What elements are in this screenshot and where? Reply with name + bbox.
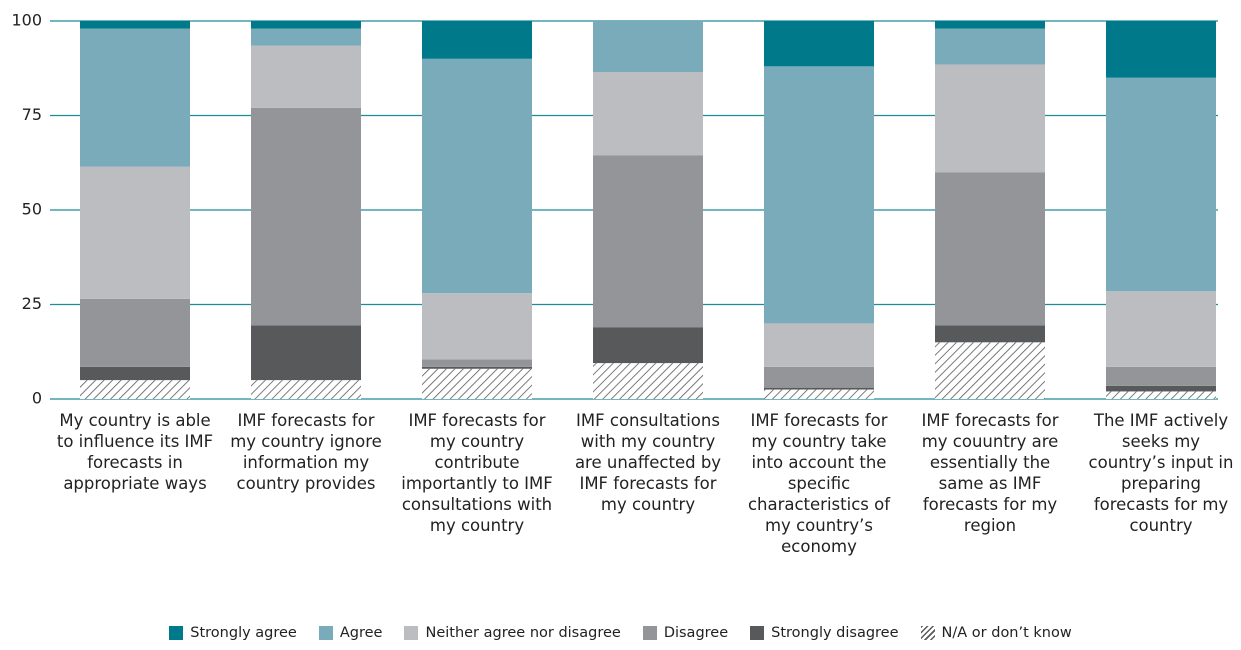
legend-swatch [404, 626, 419, 640]
x-tick-label: IMF forecasts for my country ignore info… [230, 411, 382, 493]
bar-segment [422, 368, 532, 399]
bar-segment [593, 72, 703, 156]
bar-segment [422, 58, 532, 294]
legend-label: Agree [339, 625, 383, 641]
bar-segment [764, 66, 874, 324]
bar-segment [80, 166, 190, 299]
legend-swatch [920, 626, 935, 640]
bar-segment [251, 28, 361, 46]
bar-segment [422, 21, 532, 59]
bar-segment [935, 172, 1045, 326]
bar-segment [1106, 77, 1216, 292]
y-tick-label: 100 [11, 11, 42, 30]
legend-label: Neither agree nor disagree [425, 625, 621, 641]
bar-segment [1106, 391, 1216, 399]
bar-segment [764, 323, 874, 367]
bar-segment [251, 107, 361, 326]
x-tick-label: IMF consultations with my country are un… [574, 411, 722, 514]
bar-segment [251, 380, 361, 399]
bar-segment [764, 387, 874, 390]
bar-segment [764, 366, 874, 388]
legend-swatch [169, 626, 184, 640]
legend-item: Strongly disagree [750, 625, 899, 641]
legend-label: Disagree [663, 625, 729, 641]
legend-label: N/A or don’t know [941, 625, 1072, 641]
legend-item: Disagree [642, 625, 729, 641]
x-tick-label: IMF forecasts for my couuntry are essent… [921, 411, 1059, 535]
bar-segment [935, 64, 1045, 173]
bar-segment [1106, 366, 1216, 386]
x-tick-label: The IMF actively seeks my country’s inpu… [1088, 411, 1234, 535]
bar-segment [593, 155, 703, 328]
bar-segment [422, 293, 532, 360]
bar-segment [935, 342, 1045, 399]
bar-segment [422, 359, 532, 367]
legend-item: N/A or don’t know [920, 625, 1072, 641]
plot: 0 25 50 75 100 [11, 11, 1218, 408]
legend-item: Neither agree nor disagree [404, 625, 621, 641]
y-tick-label: 0 [32, 389, 42, 408]
y-tick-label: 50 [22, 200, 42, 219]
bar-segment [422, 366, 532, 369]
legend-swatch [642, 626, 657, 640]
legend-item: Agree [318, 625, 383, 641]
x-tick-label: My country is able to influence its IMF … [56, 411, 214, 493]
bar-segment [1106, 21, 1216, 78]
legend-swatch [318, 626, 333, 640]
legend-swatch [750, 626, 765, 640]
bar-segment [764, 389, 874, 399]
bar-segment [593, 327, 703, 364]
bar-segment [251, 21, 361, 29]
bar-segment [935, 325, 1045, 343]
bar-segment [593, 21, 703, 73]
bar-segment [80, 21, 190, 29]
bar-segment [935, 28, 1045, 65]
legend: Strongly agree Agree Neither agree nor dis… [0, 625, 1241, 641]
bar-segment [1106, 385, 1216, 392]
bar-segment [251, 45, 361, 108]
y-tick-label: 75 [22, 105, 42, 124]
bar-segment [1106, 291, 1216, 367]
bar-segment [80, 380, 190, 399]
bar-segment [80, 366, 190, 381]
bar-segment [935, 21, 1045, 29]
bar-segment [764, 21, 874, 67]
legend-label: Strongly disagree [771, 625, 899, 641]
legend-label: Strongly agree [190, 625, 297, 641]
legend-item: Strongly agree [169, 625, 297, 641]
bar-segment [593, 363, 703, 399]
y-tick-label: 25 [22, 294, 42, 313]
x-tick-label: IMF forecasts for my country take into a… [747, 411, 891, 556]
x-tick-label: IMF forecasts for my country contribute … [401, 411, 553, 535]
bar-segment [80, 298, 190, 367]
bar-segment [80, 28, 190, 167]
bar-segment [251, 325, 361, 381]
